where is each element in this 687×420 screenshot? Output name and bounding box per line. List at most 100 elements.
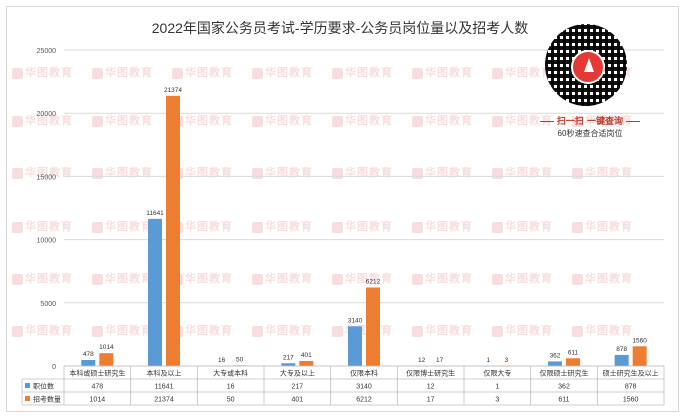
watermark: 华图教育: [12, 64, 73, 80]
table-cell: 401: [291, 397, 303, 404]
watermark-logo-icon: [492, 167, 503, 179]
table-category-label: 仅限硕士研究生: [540, 369, 589, 378]
watermark: 华图教育: [12, 270, 73, 286]
watermark-logo-icon: [252, 325, 263, 337]
table-cell: 3: [495, 397, 499, 404]
watermark-logo-icon: [332, 325, 343, 337]
watermark-logo-icon: [12, 67, 23, 79]
watermark-logo-icon: [252, 167, 263, 179]
watermark-logo-icon: [492, 325, 503, 337]
watermark-logo-icon: [412, 167, 423, 179]
watermark-logo-icon: [332, 115, 343, 127]
watermark-logo-icon: [252, 273, 263, 285]
watermark-logo-icon: [492, 221, 503, 233]
watermark-logo-icon: [332, 67, 343, 79]
watermark-logo-icon: [332, 167, 343, 179]
watermark: 华图教育: [412, 64, 473, 80]
watermark-logo-icon: [252, 221, 263, 233]
data-label: 1014: [99, 344, 114, 351]
watermark-logo-icon: [92, 273, 103, 285]
watermark-logo-icon: [92, 325, 103, 337]
bar-recruits: [299, 360, 314, 366]
watermark: 华图教育: [252, 112, 313, 128]
watermark-logo-icon: [92, 221, 103, 233]
bar-recruits: [632, 346, 647, 366]
watermark-logo-icon: [92, 115, 103, 127]
qr-subtitle: 60秒速查合适岗位: [557, 129, 623, 138]
table-cell: 21374: [154, 397, 174, 404]
watermark: 华图教育: [412, 270, 473, 286]
watermark: 华图教育: [492, 270, 553, 286]
data-label: 1560: [632, 337, 647, 344]
data-label: 12: [418, 357, 426, 364]
legend-label: 职位数: [33, 382, 54, 391]
data-label: 3: [505, 357, 509, 364]
qr-code-icon[interactable]: [545, 24, 627, 106]
watermark: 华图教育: [492, 322, 553, 338]
legend-swatch: [25, 383, 30, 388]
table-cell: 1: [495, 384, 499, 391]
watermark: 华图教育: [332, 270, 393, 286]
bar-recruits: [366, 287, 380, 366]
table-cell: 217: [291, 384, 303, 391]
data-label: 21374: [164, 87, 182, 94]
watermark: 华图教育: [172, 64, 233, 80]
data-label: 50: [236, 356, 244, 363]
bar-positions: [348, 326, 362, 366]
watermark: 华图教育: [412, 322, 473, 338]
watermark-logo-icon: [12, 115, 23, 127]
watermark-logo-icon: [92, 67, 103, 79]
table-cell: 878: [625, 384, 637, 391]
table-cell: 17: [427, 397, 435, 404]
table-cell: 611: [558, 397, 569, 404]
table-category-label: 仅限本科: [350, 369, 378, 378]
watermark-logo-icon: [572, 167, 583, 179]
y-tick-label: 15000: [37, 174, 57, 181]
watermark-logo-icon: [332, 221, 343, 233]
watermark: 华图教育: [12, 112, 73, 128]
bar-recruits: [166, 95, 180, 366]
table-cell: 50: [227, 397, 235, 404]
watermark-logo-icon: [492, 115, 503, 127]
table-category-label: 本科及以上: [147, 369, 182, 378]
table-cell: 1560: [623, 397, 639, 404]
table-cell: 478: [91, 384, 103, 391]
y-tick-label: 10000: [37, 238, 57, 245]
table-cell: 3140: [356, 384, 372, 391]
watermark-logo-icon: [92, 167, 103, 179]
watermark: 华图教育: [332, 64, 393, 80]
watermark-logo-icon: [252, 115, 263, 127]
table-cell: 1014: [90, 397, 106, 404]
qr-code-block[interactable]: 扫一扫 一键查询 60秒速查合适岗位: [535, 24, 645, 140]
watermark-logo-icon: [252, 67, 263, 79]
watermark: 华图教育: [252, 64, 313, 80]
watermark-logo-icon: [572, 325, 583, 337]
table-category-label: 仅限大专: [483, 369, 511, 378]
table-category-label: 大专或本科: [213, 369, 248, 378]
bar-positions: [148, 218, 162, 366]
table-cell: 362: [558, 384, 570, 391]
data-label: 11641: [146, 210, 164, 217]
watermark: 华图教育: [92, 64, 153, 80]
watermark: 华图教育: [412, 112, 473, 128]
watermark-logo-icon: [12, 273, 23, 285]
chart-title: 2022年国家公务员考试-学历要求-公务员岗位量以及招考人数: [151, 20, 529, 36]
table-category-label: 硕士研究生及以上: [603, 369, 659, 378]
watermark: 华图教育: [252, 270, 313, 286]
data-label: 611: [568, 349, 579, 356]
watermark-logo-icon: [492, 67, 503, 79]
watermark-logo-icon: [12, 167, 23, 179]
data-label: 17: [436, 357, 444, 364]
data-label: 401: [301, 352, 312, 359]
table-category-label: 大专及以上: [280, 369, 315, 378]
watermark-logo-icon: [412, 325, 423, 337]
table-cell: 12: [427, 384, 435, 391]
table-category-label: 仅限博士研究生: [406, 369, 455, 378]
watermark: 华图教育: [492, 218, 553, 234]
watermark: 华图教育: [252, 218, 313, 234]
data-label: 16: [218, 357, 226, 364]
qr-slogan: 扫一扫 一键查询: [535, 114, 645, 127]
table-category-label: 本科或硕士研究生: [69, 369, 125, 378]
data-label: 6212: [366, 278, 381, 285]
